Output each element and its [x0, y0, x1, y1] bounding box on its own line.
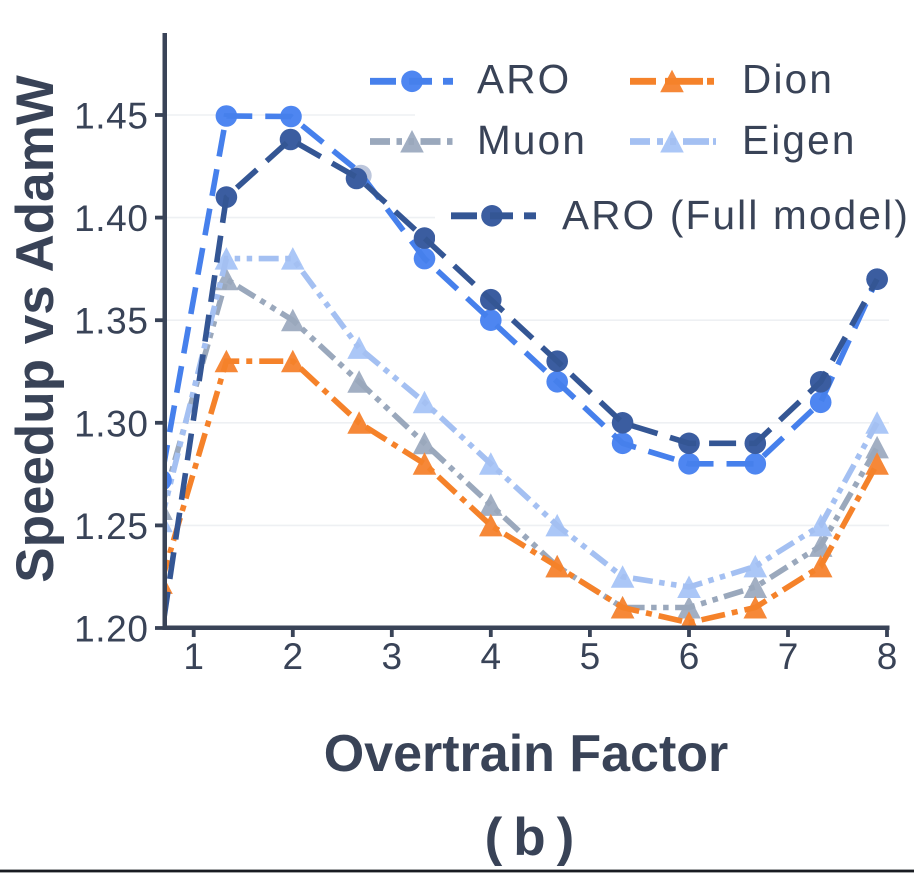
svg-text:8: 8: [877, 636, 898, 677]
svg-text:4: 4: [481, 636, 502, 677]
svg-text:ARO: ARO: [477, 56, 571, 102]
svg-text:1.20: 1.20: [74, 609, 148, 650]
svg-text:1.25: 1.25: [74, 506, 148, 547]
svg-text:5: 5: [580, 636, 601, 677]
svg-text:2: 2: [283, 636, 304, 677]
svg-text:6: 6: [679, 636, 700, 677]
svg-text:Overtrain Factor: Overtrain Factor: [324, 725, 729, 783]
svg-text:Muon: Muon: [477, 117, 587, 163]
svg-text:1.40: 1.40: [74, 198, 148, 239]
svg-text:Eigen: Eigen: [742, 117, 857, 163]
svg-text:(b): (b): [485, 808, 586, 867]
svg-text:3: 3: [382, 636, 403, 677]
svg-text:1.45: 1.45: [74, 96, 148, 137]
svg-text:1: 1: [183, 636, 204, 677]
svg-text:Dion: Dion: [742, 56, 834, 102]
svg-text:ARO (Full model): ARO (Full model): [562, 192, 910, 238]
svg-text:Speedup vs AdamW: Speedup vs AdamW: [6, 75, 65, 583]
svg-text:1.30: 1.30: [74, 403, 148, 444]
svg-text:7: 7: [778, 636, 799, 677]
svg-text:1.35: 1.35: [74, 301, 148, 342]
